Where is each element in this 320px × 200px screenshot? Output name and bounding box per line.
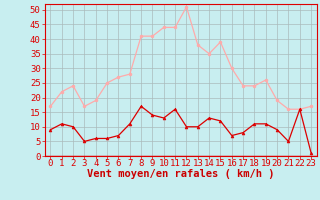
X-axis label: Vent moyen/en rafales ( km/h ): Vent moyen/en rafales ( km/h ) bbox=[87, 169, 275, 179]
